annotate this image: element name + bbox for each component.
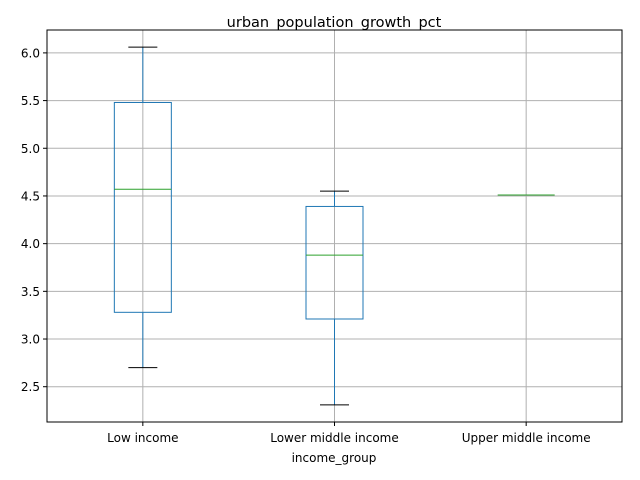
y-tick-label: 5.5 [21, 94, 40, 108]
y-tick-label: 4.0 [21, 237, 40, 251]
y-tick-label: 3.5 [21, 285, 40, 299]
box-iqr [305, 205, 364, 320]
y-tick-label: 6.0 [21, 46, 40, 60]
box-group [113, 46, 172, 369]
y-tick-label: 5.0 [21, 142, 40, 156]
plot-frame [46, 29, 623, 423]
y-tick-label: 2.5 [21, 380, 40, 394]
box-series [113, 46, 555, 406]
x-axis: Low income Lower middle income Upper middl… [107, 422, 591, 445]
box-group [305, 190, 364, 406]
y-axis: 2.5 3.0 3.5 4.0 4.5 5.0 5.5 6.0 [21, 46, 47, 394]
chart-title: urban_population_growth_pct [227, 15, 442, 31]
y-tick-label: 3.0 [21, 333, 40, 347]
x-tick-label: Lower middle income [270, 431, 399, 445]
box-iqr [113, 101, 172, 313]
x-axis-label: income_group [292, 451, 377, 465]
x-tick-label: Upper middle income [462, 431, 591, 445]
x-tick-label: Low income [107, 431, 178, 445]
y-tick-label: 4.5 [21, 189, 40, 203]
